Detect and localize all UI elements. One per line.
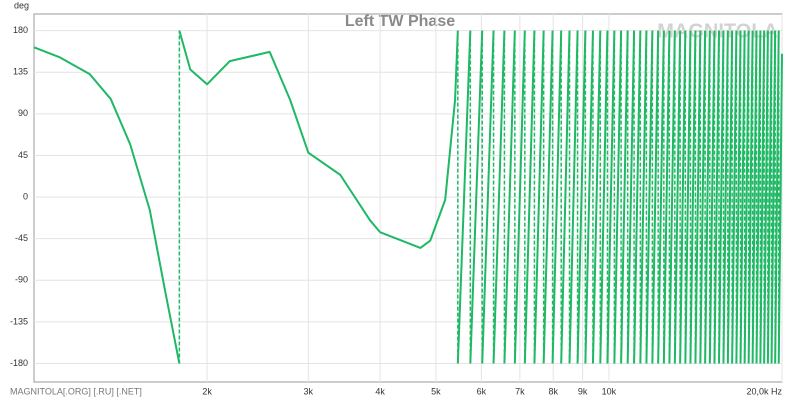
x-tick-label: 7k <box>515 386 525 396</box>
x-tick-label: 20,0k Hz <box>746 386 782 396</box>
y-tick-label: -135 <box>10 316 28 326</box>
x-tick-label: 8k <box>548 386 558 396</box>
y-tick-label: -45 <box>15 233 28 243</box>
y-tick-label: 90 <box>18 108 28 118</box>
footer: MAGNITOLA[.ORG] [.RU] [.NET] <box>10 386 142 396</box>
x-tick-label: 10k <box>602 386 617 396</box>
x-tick-label: 4k <box>375 386 385 396</box>
y-tick-label: -180 <box>10 358 28 368</box>
x-tick-label: 5k <box>431 386 441 396</box>
y-tick-label: 180 <box>13 25 28 35</box>
x-tick-label: 3k <box>304 386 314 396</box>
y-axis-label: deg <box>14 0 29 10</box>
y-tick-label: 0 <box>23 191 28 201</box>
x-tick-label: 6k <box>477 386 487 396</box>
chart-title: Left TW Phase <box>345 13 455 30</box>
y-tick-label: -90 <box>15 275 28 285</box>
series-line <box>33 30 783 364</box>
x-tick-label: 2k <box>202 386 212 396</box>
y-tick-label: 135 <box>13 67 28 77</box>
y-tick-label: 45 <box>18 150 28 160</box>
x-tick-label: 9k <box>578 386 588 396</box>
